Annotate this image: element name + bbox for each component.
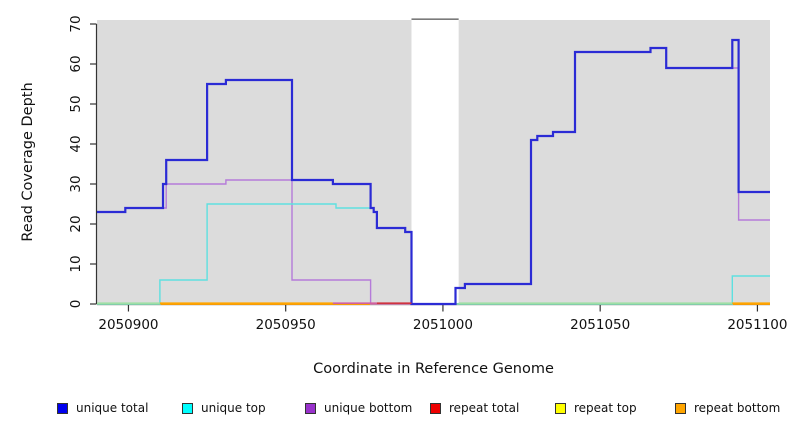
legend-label: repeat top: [574, 401, 637, 415]
legend-swatch: [430, 402, 441, 414]
coverage-chart: 0 10 20 30 40 50 60 70 2050900 2050950 2051000 2051…: [20, 15, 787, 377]
legend-swatch: [675, 402, 686, 414]
x-axis-title: Coordinate in Reference Genome: [313, 361, 554, 377]
legend-swatch: [182, 402, 193, 414]
legend-label: repeat total: [449, 401, 520, 415]
legend-item-unique-total: unique total: [57, 398, 148, 418]
masked-region: [411, 19, 459, 304]
y-axis-title: Read Coverage Depth: [20, 82, 36, 241]
y-tick-label: 20: [68, 215, 84, 232]
legend-item-repeat-total: repeat total: [430, 398, 519, 418]
y-tick-label: 60: [68, 55, 84, 72]
y-tick-label: 0: [68, 300, 84, 309]
legend: unique total unique top unique bottom repea…: [0, 398, 792, 428]
x-tick-label: 2050900: [98, 317, 158, 333]
y-tick-label: 50: [68, 95, 84, 112]
x-tick-label: 2051050: [570, 317, 630, 333]
series-path-unique-total: [97, 38, 770, 306]
legend-swatch: [57, 402, 68, 414]
legend-label: unique bottom: [324, 401, 413, 415]
x-tick-label: 2050950: [256, 317, 316, 333]
legend-item-unique-top: unique top: [182, 398, 266, 418]
legend-item-repeat-bottom: repeat bottom: [675, 398, 780, 418]
y-tick-label: 70: [68, 15, 84, 32]
legend-item-unique-bottom: unique bottom: [305, 398, 412, 418]
legend-label: unique total: [76, 401, 149, 415]
legend-label: repeat bottom: [694, 401, 781, 415]
legend-swatch: [555, 402, 566, 414]
y-tick-label: 40: [68, 135, 84, 152]
legend-item-repeat-top: repeat top: [555, 398, 637, 418]
x-tick-label: 2051000: [413, 317, 473, 333]
legend-swatch: [305, 402, 316, 414]
x-tick-label: 2051100: [727, 317, 787, 333]
legend-label: unique top: [201, 401, 266, 415]
y-tick-label: 10: [68, 255, 84, 272]
y-tick-label: 30: [68, 175, 84, 192]
